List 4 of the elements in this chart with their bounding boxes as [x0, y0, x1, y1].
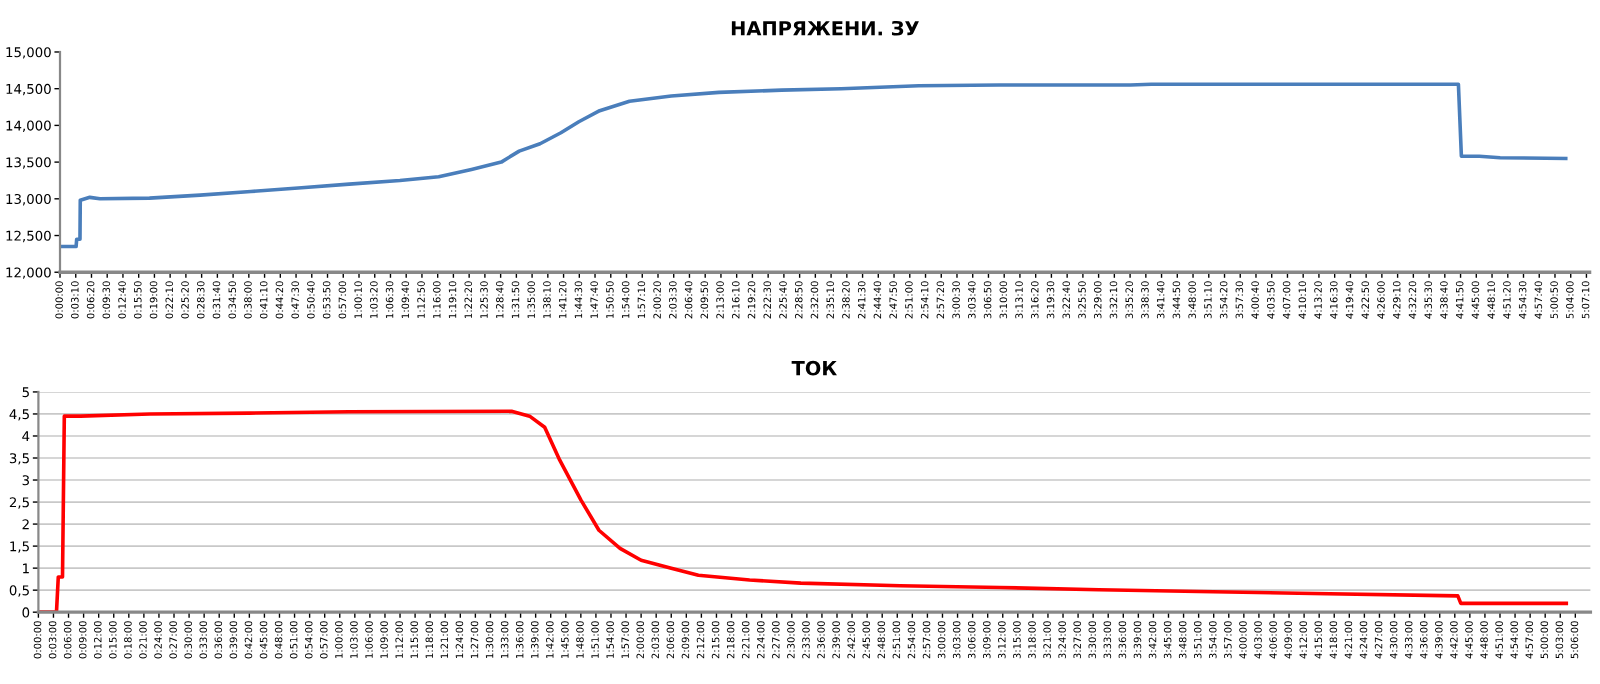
- line-series: [60, 82, 1568, 249]
- chart-title: ТОК: [791, 360, 837, 376]
- line-series: [38, 409, 1569, 613]
- chart-title: НАПРЯЖЕНИ. ЗУ: [731, 20, 919, 36]
